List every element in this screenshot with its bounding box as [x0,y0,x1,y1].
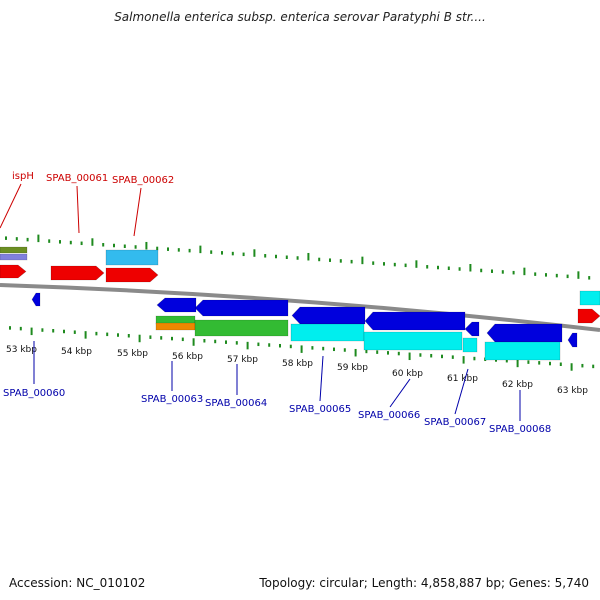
gene-arrow [579,290,600,306]
genome-summary-text: Topology: circular; Length: 4,858,887 bp… [259,576,589,590]
genome-backbone [0,283,600,332]
gene-arrow [194,319,289,337]
gene-arrow [105,249,159,266]
gene-arrow [363,331,463,351]
label-leader-line [454,368,469,415]
reverse-tick-track [9,326,595,371]
gene-arrow [462,337,478,353]
kbp-label: 58 kbp [282,359,313,369]
label-leader-line [76,185,80,234]
gene-label-forward: SPAB_00062 [112,175,174,186]
gene-label-reverse: SPAB_00066 [358,410,420,421]
gene-arrow [156,297,197,313]
gene-arrow [364,311,466,331]
gene-arrow [0,264,27,279]
gene-arrow [105,267,159,283]
accession-text: Accession: NC_010102 [9,576,146,590]
gene-label-forward: SPAB_00061 [46,173,108,184]
gene-labels: ispH SPAB_00061 SPAB_00062 SPAB_00060 SPAB_0… [0,171,551,435]
gene-arrow [291,306,366,325]
kbp-label: 53 kbp [6,345,37,355]
gene-label-reverse: SPAB_00064 [205,398,267,409]
gene-arrow [155,322,196,331]
kbp-label: 63 kbp [557,386,588,396]
kbp-label: 62 kbp [502,380,533,390]
gene-label-reverse: SPAB_00060 [3,388,65,399]
gene-label-forward: ispH [12,171,34,182]
gene-features [0,246,600,361]
gene-label-reverse: SPAB_00068 [489,424,551,435]
gene-arrow [0,246,28,254]
label-leader-line [319,355,324,402]
gene-arrow [290,323,365,342]
kbp-label: 61 kbp [447,374,478,384]
kbp-label: 57 kbp [227,355,258,365]
kbp-label: 56 kbp [172,352,203,362]
gene-arrow [567,332,578,348]
gene-arrow [31,292,41,307]
kbp-label: 55 kbp [117,349,148,359]
kbp-label: 54 kbp [61,347,92,357]
gene-label-reverse: SPAB_00063 [141,394,203,405]
kbp-scale-labels: 53 kbp 54 kbp 55 kbp 56 kbp 57 kbp 58 kbp 59 k… [6,345,588,396]
label-leader-line [0,183,22,229]
forward-tick-track [5,234,591,280]
label-leader-line [133,187,142,237]
map-title: Salmonella enterica subsp. enterica sero… [114,10,486,24]
gene-arrow [0,253,28,261]
gene-arrow [194,299,289,317]
gene-arrow [486,323,563,343]
gene-label-reverse: SPAB_00067 [424,417,486,428]
gene-arrow [50,265,105,281]
kbp-label: 60 kbp [392,369,423,379]
label-leader-line [389,378,411,408]
gene-arrow [464,321,480,337]
gene-arrow [577,308,600,324]
gene-arrow [484,341,561,361]
gene-label-reverse: SPAB_00065 [289,404,351,415]
kbp-label: 59 kbp [337,363,368,373]
